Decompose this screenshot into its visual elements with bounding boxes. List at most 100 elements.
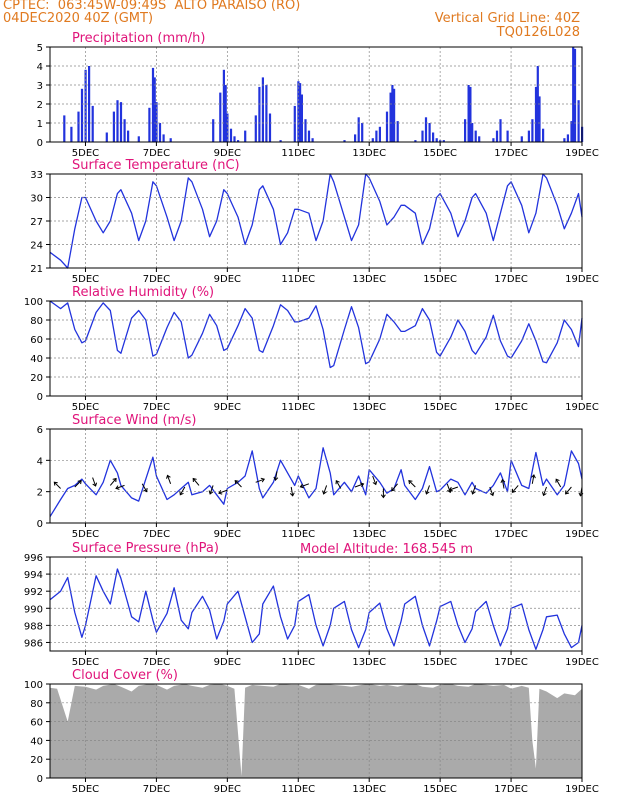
wind-arrow-head <box>179 491 184 496</box>
wind-arrow-shaft <box>531 474 535 484</box>
wind-arrow-head <box>489 491 495 497</box>
precip-bar <box>265 85 268 142</box>
cloud-cover-area <box>50 684 582 778</box>
x-tick-label: 17DEC <box>494 148 528 159</box>
y-tick-label: 4 <box>37 456 43 467</box>
wind-arrow-head <box>578 492 584 497</box>
wind-arrow-shaft <box>565 486 572 495</box>
precip-bar <box>237 140 240 142</box>
model-altitude-annotation: Model Altitude: 168.545 m <box>300 542 473 557</box>
precip-bar <box>84 69 87 142</box>
precip-bar <box>169 138 172 142</box>
precip-bar <box>570 121 573 142</box>
x-tick-label: 19DEC <box>565 657 599 668</box>
panel-title: Relative Humidity (%) <box>72 285 214 300</box>
wind-arrow <box>179 486 186 496</box>
precip-bar <box>573 48 577 142</box>
x-tick-label: 9DEC <box>214 148 241 159</box>
x-tick-label: 7DEC <box>143 148 170 159</box>
panel-title: Surface Wind (m/s) <box>72 413 196 428</box>
x-tick-label: 9DEC <box>214 402 241 413</box>
wind-arrow-shaft <box>274 471 278 481</box>
y-tick-label: 60 <box>30 335 43 346</box>
header-line1-left: CPTEC: 063:45W-09:49S ALTO PARAISO (RO) <box>3 0 301 13</box>
precip-bar <box>162 134 165 142</box>
wind-arrow-head <box>359 482 365 488</box>
precip-bar <box>219 92 222 142</box>
wind-arrow <box>555 478 562 488</box>
y-tick-label: 24 <box>30 241 43 252</box>
x-tick-label: 5DEC <box>72 657 99 668</box>
panel-frame <box>49 428 583 524</box>
wind-arrow-shaft <box>391 483 398 492</box>
wind-arrow-shaft <box>209 485 214 495</box>
y-tick-label: 992 <box>24 587 43 598</box>
x-tick-label: 13DEC <box>352 657 386 668</box>
wind-arrow <box>354 482 365 488</box>
wind-arrow-shaft <box>192 478 200 486</box>
wind-arrow <box>471 485 477 495</box>
x-tick-label: 5DEC <box>72 784 99 795</box>
y-tick-label: 60 <box>30 718 43 729</box>
precip-bar <box>495 130 499 142</box>
precip-bar <box>148 107 151 142</box>
precip-bar <box>300 94 303 142</box>
precip-bar <box>268 113 272 142</box>
wind-arrow-shaft <box>74 480 82 488</box>
wind-arrow-head <box>234 479 239 485</box>
x-tick-label: 11DEC <box>281 657 315 668</box>
x-tick-label: 19DEC <box>565 274 599 285</box>
x-tick-label: 13DEC <box>352 402 386 413</box>
precip-bar <box>577 100 580 142</box>
precip-bar <box>123 119 126 142</box>
wind-arrow <box>109 477 117 486</box>
x-tick-label: 13DEC <box>352 784 386 795</box>
precip-bar <box>467 85 470 142</box>
x-tick-label: 7DEC <box>143 274 170 285</box>
wind-arrow-head <box>192 477 197 483</box>
y-tick-label: 3 <box>37 81 43 92</box>
panel-frame <box>49 46 583 143</box>
x-tick-label: 5DEC <box>72 274 99 285</box>
precip-bar <box>391 85 394 142</box>
precip-bar <box>414 140 417 142</box>
x-tick-label: 9DEC <box>214 784 241 795</box>
precip-bar <box>127 130 130 142</box>
precip-bar <box>542 128 545 142</box>
precip-bar <box>572 47 575 142</box>
precip-bar <box>432 132 435 142</box>
wind-arrow-shaft <box>234 480 242 488</box>
wind-arrow-shaft <box>109 478 117 486</box>
wind-arrow <box>299 483 310 489</box>
y-tick-label: 5 <box>37 43 43 54</box>
precip-bar <box>293 105 296 142</box>
header-line2-right: TQ0126L028 <box>496 25 580 40</box>
wind-arrow <box>141 483 148 493</box>
wind-arrow <box>372 475 378 486</box>
header-line2-left: 04DEC2020 40Z (GMT) <box>3 11 154 26</box>
precip-bar <box>254 115 257 142</box>
precip-bar <box>137 136 140 142</box>
wind-arrow-head <box>92 482 98 487</box>
x-tick-label: 7DEC <box>143 784 170 795</box>
x-tick-label: 17DEC <box>494 784 528 795</box>
wind-arrow-head <box>335 479 340 485</box>
precip-bar <box>63 115 66 142</box>
wind-arrow-shaft <box>543 486 547 496</box>
x-tick-label: 13DEC <box>352 274 386 285</box>
wind-arrow-shaft <box>290 486 294 496</box>
wind-arrow <box>391 483 398 492</box>
wind-arrow-shaft <box>489 486 494 496</box>
wind-arrow-head <box>115 485 120 490</box>
x-tick-label: 11DEC <box>281 402 315 413</box>
wind-arrow <box>255 477 266 483</box>
wind-arrow-head <box>143 488 148 493</box>
precip-bar <box>361 123 364 142</box>
wind-arrow <box>565 486 572 495</box>
y-tick-label: 27 <box>30 217 43 228</box>
precip-bar <box>499 119 502 142</box>
precip-bar <box>80 88 84 142</box>
x-tick-label: 13DEC <box>352 529 386 540</box>
wind-arrow-head <box>166 474 171 479</box>
precip-bar <box>435 138 438 142</box>
